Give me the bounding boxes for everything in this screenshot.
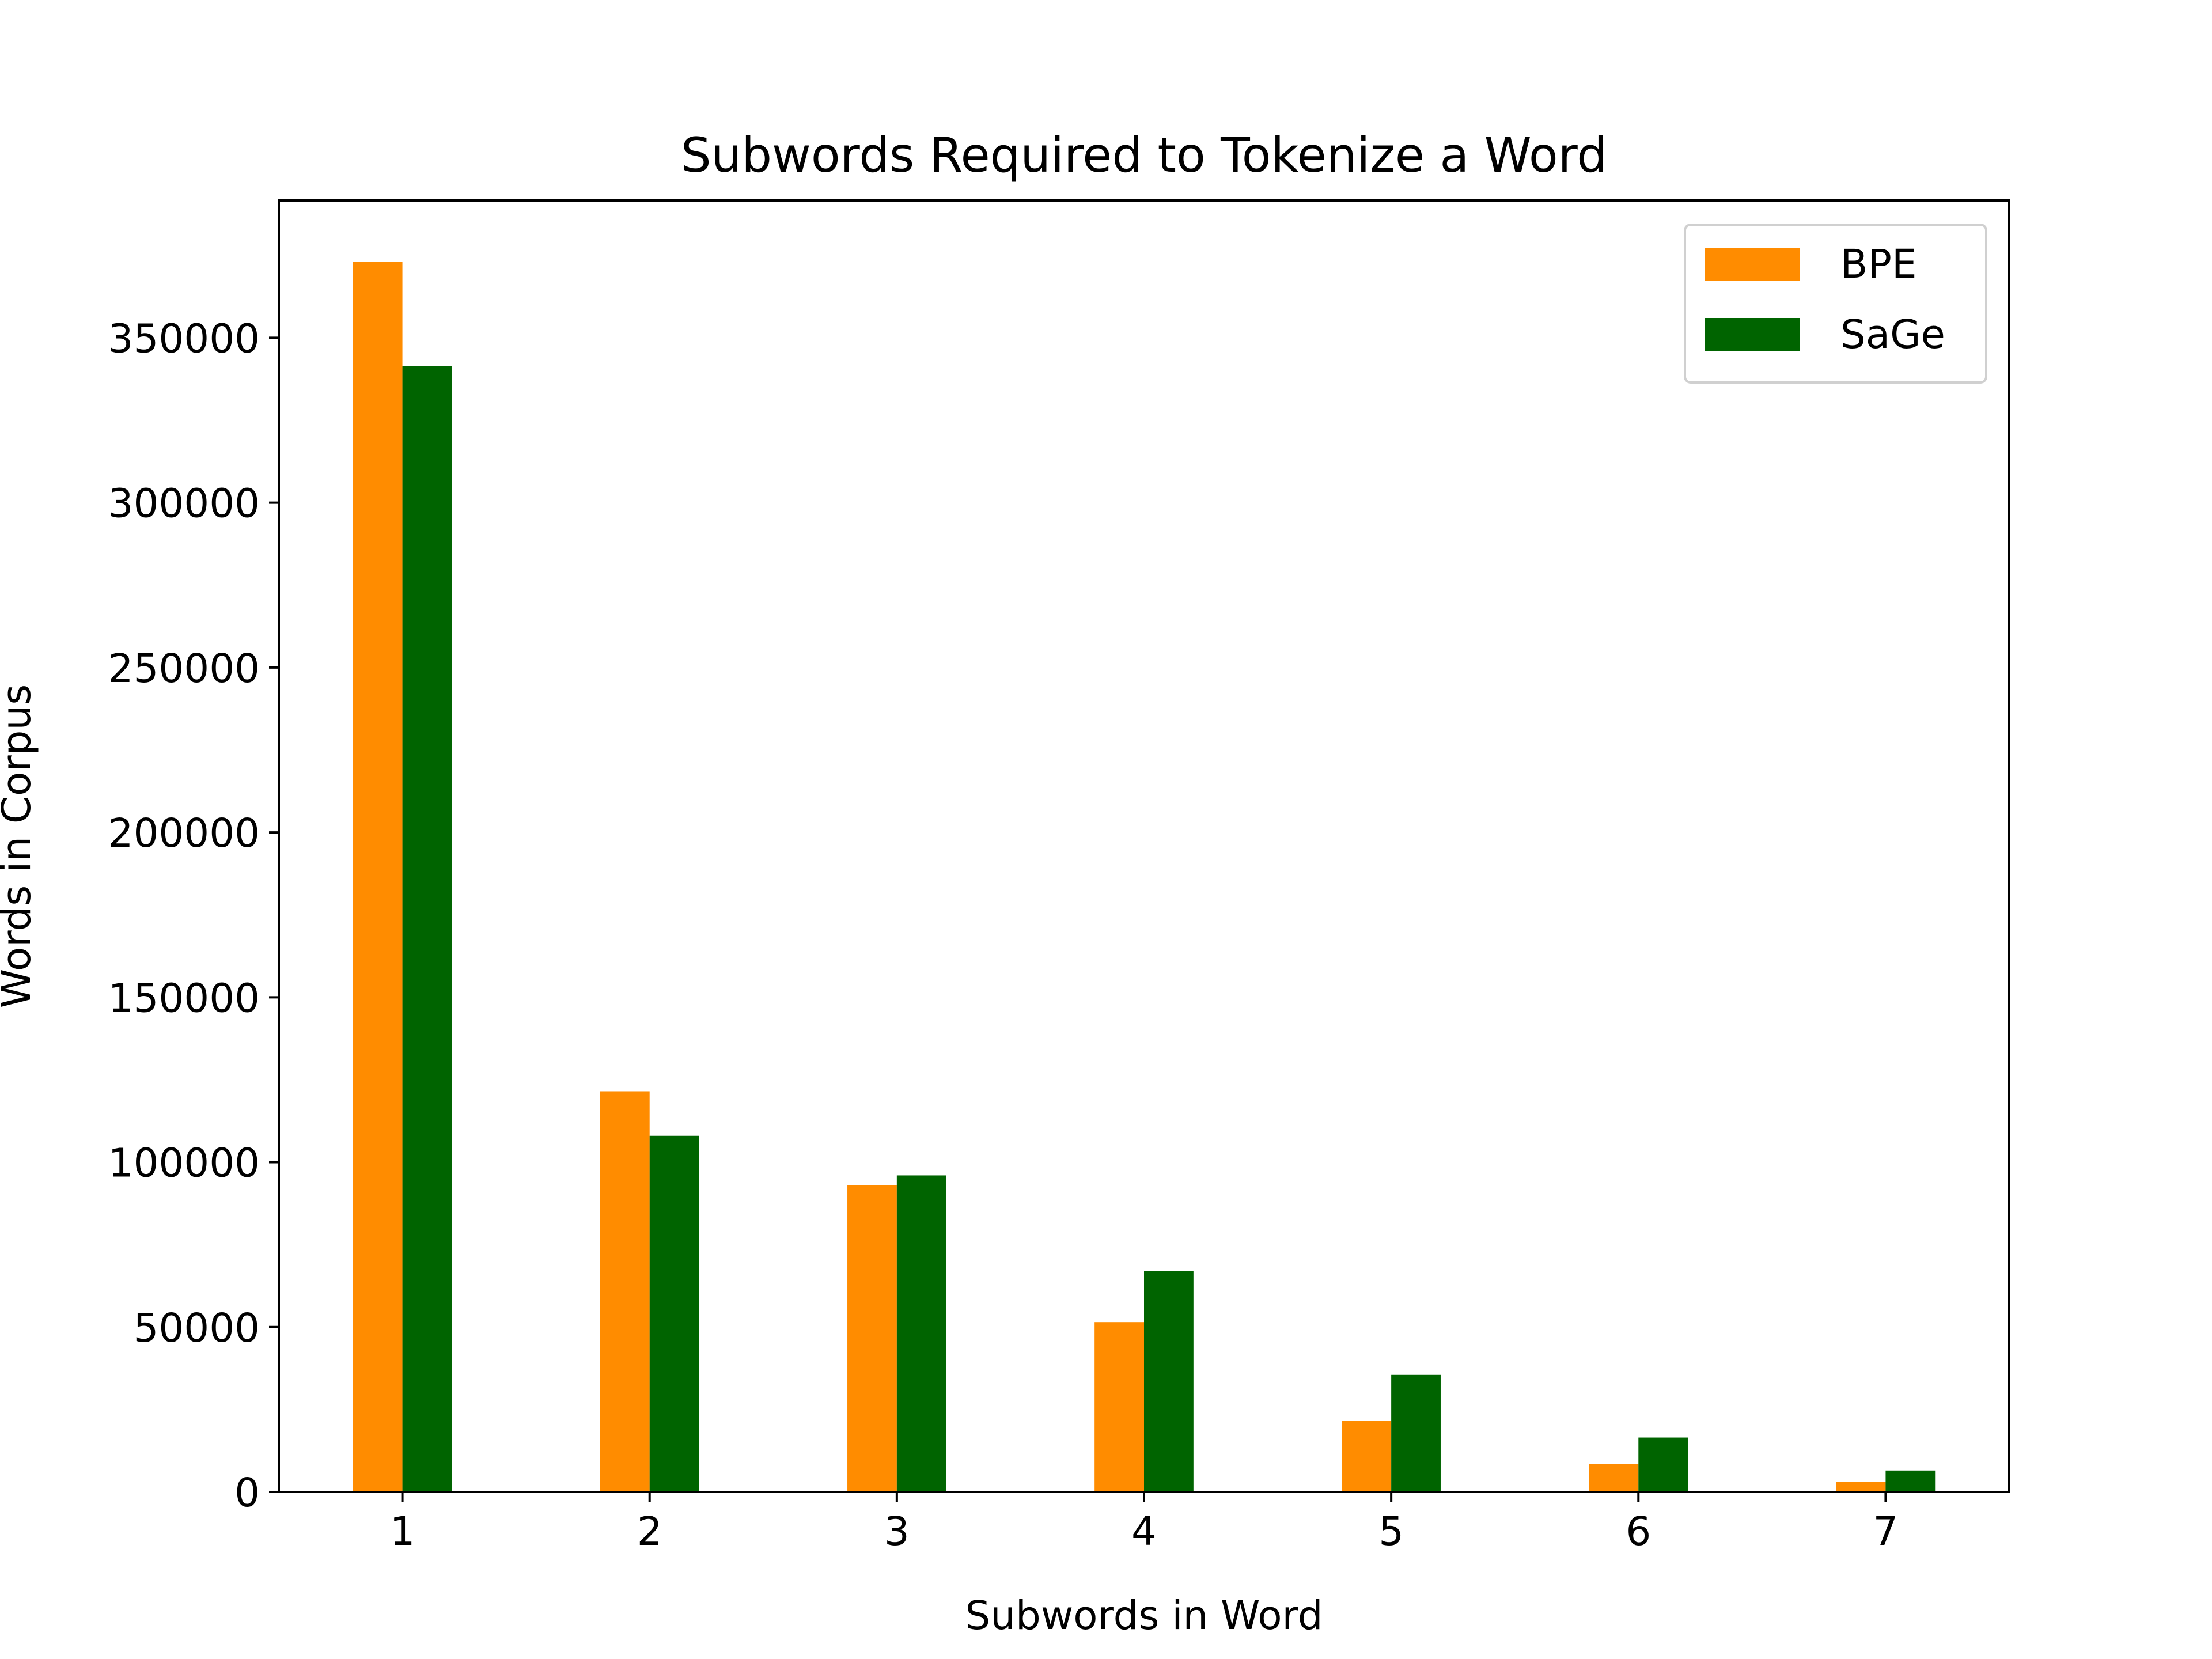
bar-sage-1	[402, 366, 452, 1492]
y-axis-label: Words in Corpus	[0, 684, 40, 1008]
legend-swatch-sage	[1705, 318, 1800, 351]
y-tick-label: 50000	[134, 1305, 260, 1351]
chart-title: Subwords Required to Tokenize a Word	[681, 127, 1607, 183]
bar-sage-5	[1391, 1374, 1441, 1492]
bar-bpe-5	[1342, 1421, 1392, 1492]
x-tick-label: 5	[1378, 1509, 1404, 1555]
bar-sage-7	[1885, 1470, 1936, 1492]
bar-bpe-6	[1589, 1464, 1639, 1492]
legend-label-sage: SaGe	[1840, 312, 1945, 358]
x-tick-label: 3	[884, 1509, 910, 1555]
y-tick-label: 200000	[108, 810, 260, 857]
x-axis-label: Subwords in Word	[965, 1593, 1323, 1639]
bar-sage-3	[896, 1175, 946, 1492]
bars-group	[353, 262, 1936, 1492]
x-axis: 1 2 3 4 5 6 7	[390, 1492, 1898, 1555]
y-tick-label: 0	[234, 1470, 260, 1516]
bar-bpe-4	[1094, 1322, 1144, 1492]
y-tick-label: 350000	[108, 316, 260, 362]
legend-swatch-bpe	[1705, 248, 1800, 281]
bar-sage-4	[1144, 1271, 1194, 1492]
x-tick-label: 1	[390, 1509, 415, 1555]
plot-frame	[278, 199, 2010, 1493]
bar-bpe-2	[600, 1091, 650, 1492]
bar-bpe-3	[847, 1185, 897, 1492]
bar-sage-2	[649, 1135, 699, 1492]
x-tick-label: 6	[1626, 1509, 1651, 1555]
bar-sage-6	[1638, 1437, 1688, 1492]
y-tick-label: 250000	[108, 646, 260, 692]
bar-bpe-1	[353, 262, 403, 1492]
y-tick-label: 100000	[108, 1141, 260, 1187]
x-tick-label: 4	[1131, 1509, 1157, 1555]
legend-label-bpe: BPE	[1840, 241, 1917, 287]
y-tick-label: 300000	[108, 481, 260, 527]
bar-bpe-7	[1836, 1482, 1886, 1492]
x-tick-label: 7	[1873, 1509, 1898, 1555]
x-tick-label: 2	[637, 1509, 662, 1555]
y-axis: 0 50000 100000 150000 200000 250000 300000 3500…	[108, 316, 279, 1516]
legend: BPE SaGe	[1684, 224, 1987, 384]
y-tick-label: 150000	[108, 975, 260, 1021]
